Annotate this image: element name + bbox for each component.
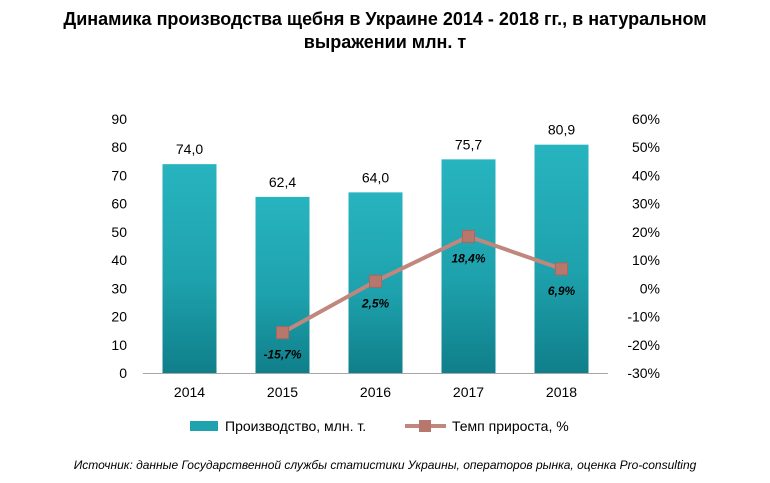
x-axis-tick-label: 2014 — [174, 384, 205, 400]
bar-data-label: 64,0 — [362, 169, 389, 185]
right-axis-tick-label: -30% — [627, 365, 660, 381]
bar — [162, 164, 217, 373]
left-axis-tick-label: 30 — [111, 280, 127, 296]
growth-rate-data-label: 18,4% — [451, 251, 485, 265]
growth-rate-data-label: 2,5% — [361, 296, 390, 310]
growth-rate-marker — [276, 326, 289, 340]
right-axis-tick-label: -10% — [627, 309, 660, 325]
legend-swatch-production — [190, 421, 218, 431]
bar-data-label: 75,7 — [455, 136, 482, 152]
x-axis-tick-label: 2018 — [546, 384, 577, 400]
source-note: Источник: данные Государственной службы … — [73, 458, 697, 472]
left-axis-tick-label: 0 — [119, 365, 127, 381]
growth-rate-data-label: 6,9% — [548, 284, 576, 298]
growth-rate-line — [281, 234, 563, 335]
growth-rate-marker — [369, 274, 382, 288]
left-axis-tick-label: 70 — [111, 167, 127, 183]
right-axis-tick-label: 30% — [632, 196, 660, 212]
bar-data-label: 80,9 — [548, 122, 575, 138]
left-axis-tick-label: 40 — [111, 252, 127, 268]
x-axis-tick-label: 2015 — [267, 384, 298, 400]
bar-data-label: 62,4 — [269, 174, 296, 190]
chart-title-line-1: Динамика производства щебня в Украине 20… — [63, 9, 707, 29]
right-axis-tick-label: -20% — [627, 337, 660, 353]
chart-title: Динамика производства щебня в Украине 20… — [0, 8, 770, 54]
legend-swatch-growth-marker — [419, 420, 431, 432]
chart-title-line-2: выражении млн. т — [303, 32, 467, 52]
right-axis-tick-label: 0% — [640, 280, 660, 296]
bar — [441, 159, 496, 373]
bar — [255, 196, 310, 373]
left-axis-tick-label: 20 — [111, 309, 127, 325]
bar-data-label: 74,0 — [176, 141, 203, 157]
x-axis-tick-label: 2016 — [360, 384, 391, 400]
right-axis-tick-label: 40% — [632, 167, 660, 183]
right-axis-tick-label: 10% — [632, 252, 660, 268]
x-axis-tick-label: 2017 — [453, 384, 484, 400]
growth-rate-marker — [555, 262, 568, 276]
left-axis-tick-label: 60 — [111, 196, 127, 212]
right-axis-tick-label: 60% — [632, 111, 660, 127]
left-axis-tick-label: 50 — [111, 224, 127, 240]
legend-label-growth: Темп прироста, % — [452, 418, 569, 434]
left-axis-tick-label: 90 — [111, 111, 127, 127]
legend-label-production: Производство, млн. т. — [225, 418, 366, 434]
left-axis-tick-label: 10 — [111, 337, 127, 353]
left-axis-tick-label: 80 — [111, 139, 127, 155]
growth-rate-marker — [462, 229, 475, 243]
right-axis-tick-label: 50% — [632, 139, 660, 155]
growth-rate-data-label: -15,7% — [263, 348, 301, 362]
right-axis-tick-label: 20% — [632, 224, 660, 240]
bar — [534, 144, 589, 373]
